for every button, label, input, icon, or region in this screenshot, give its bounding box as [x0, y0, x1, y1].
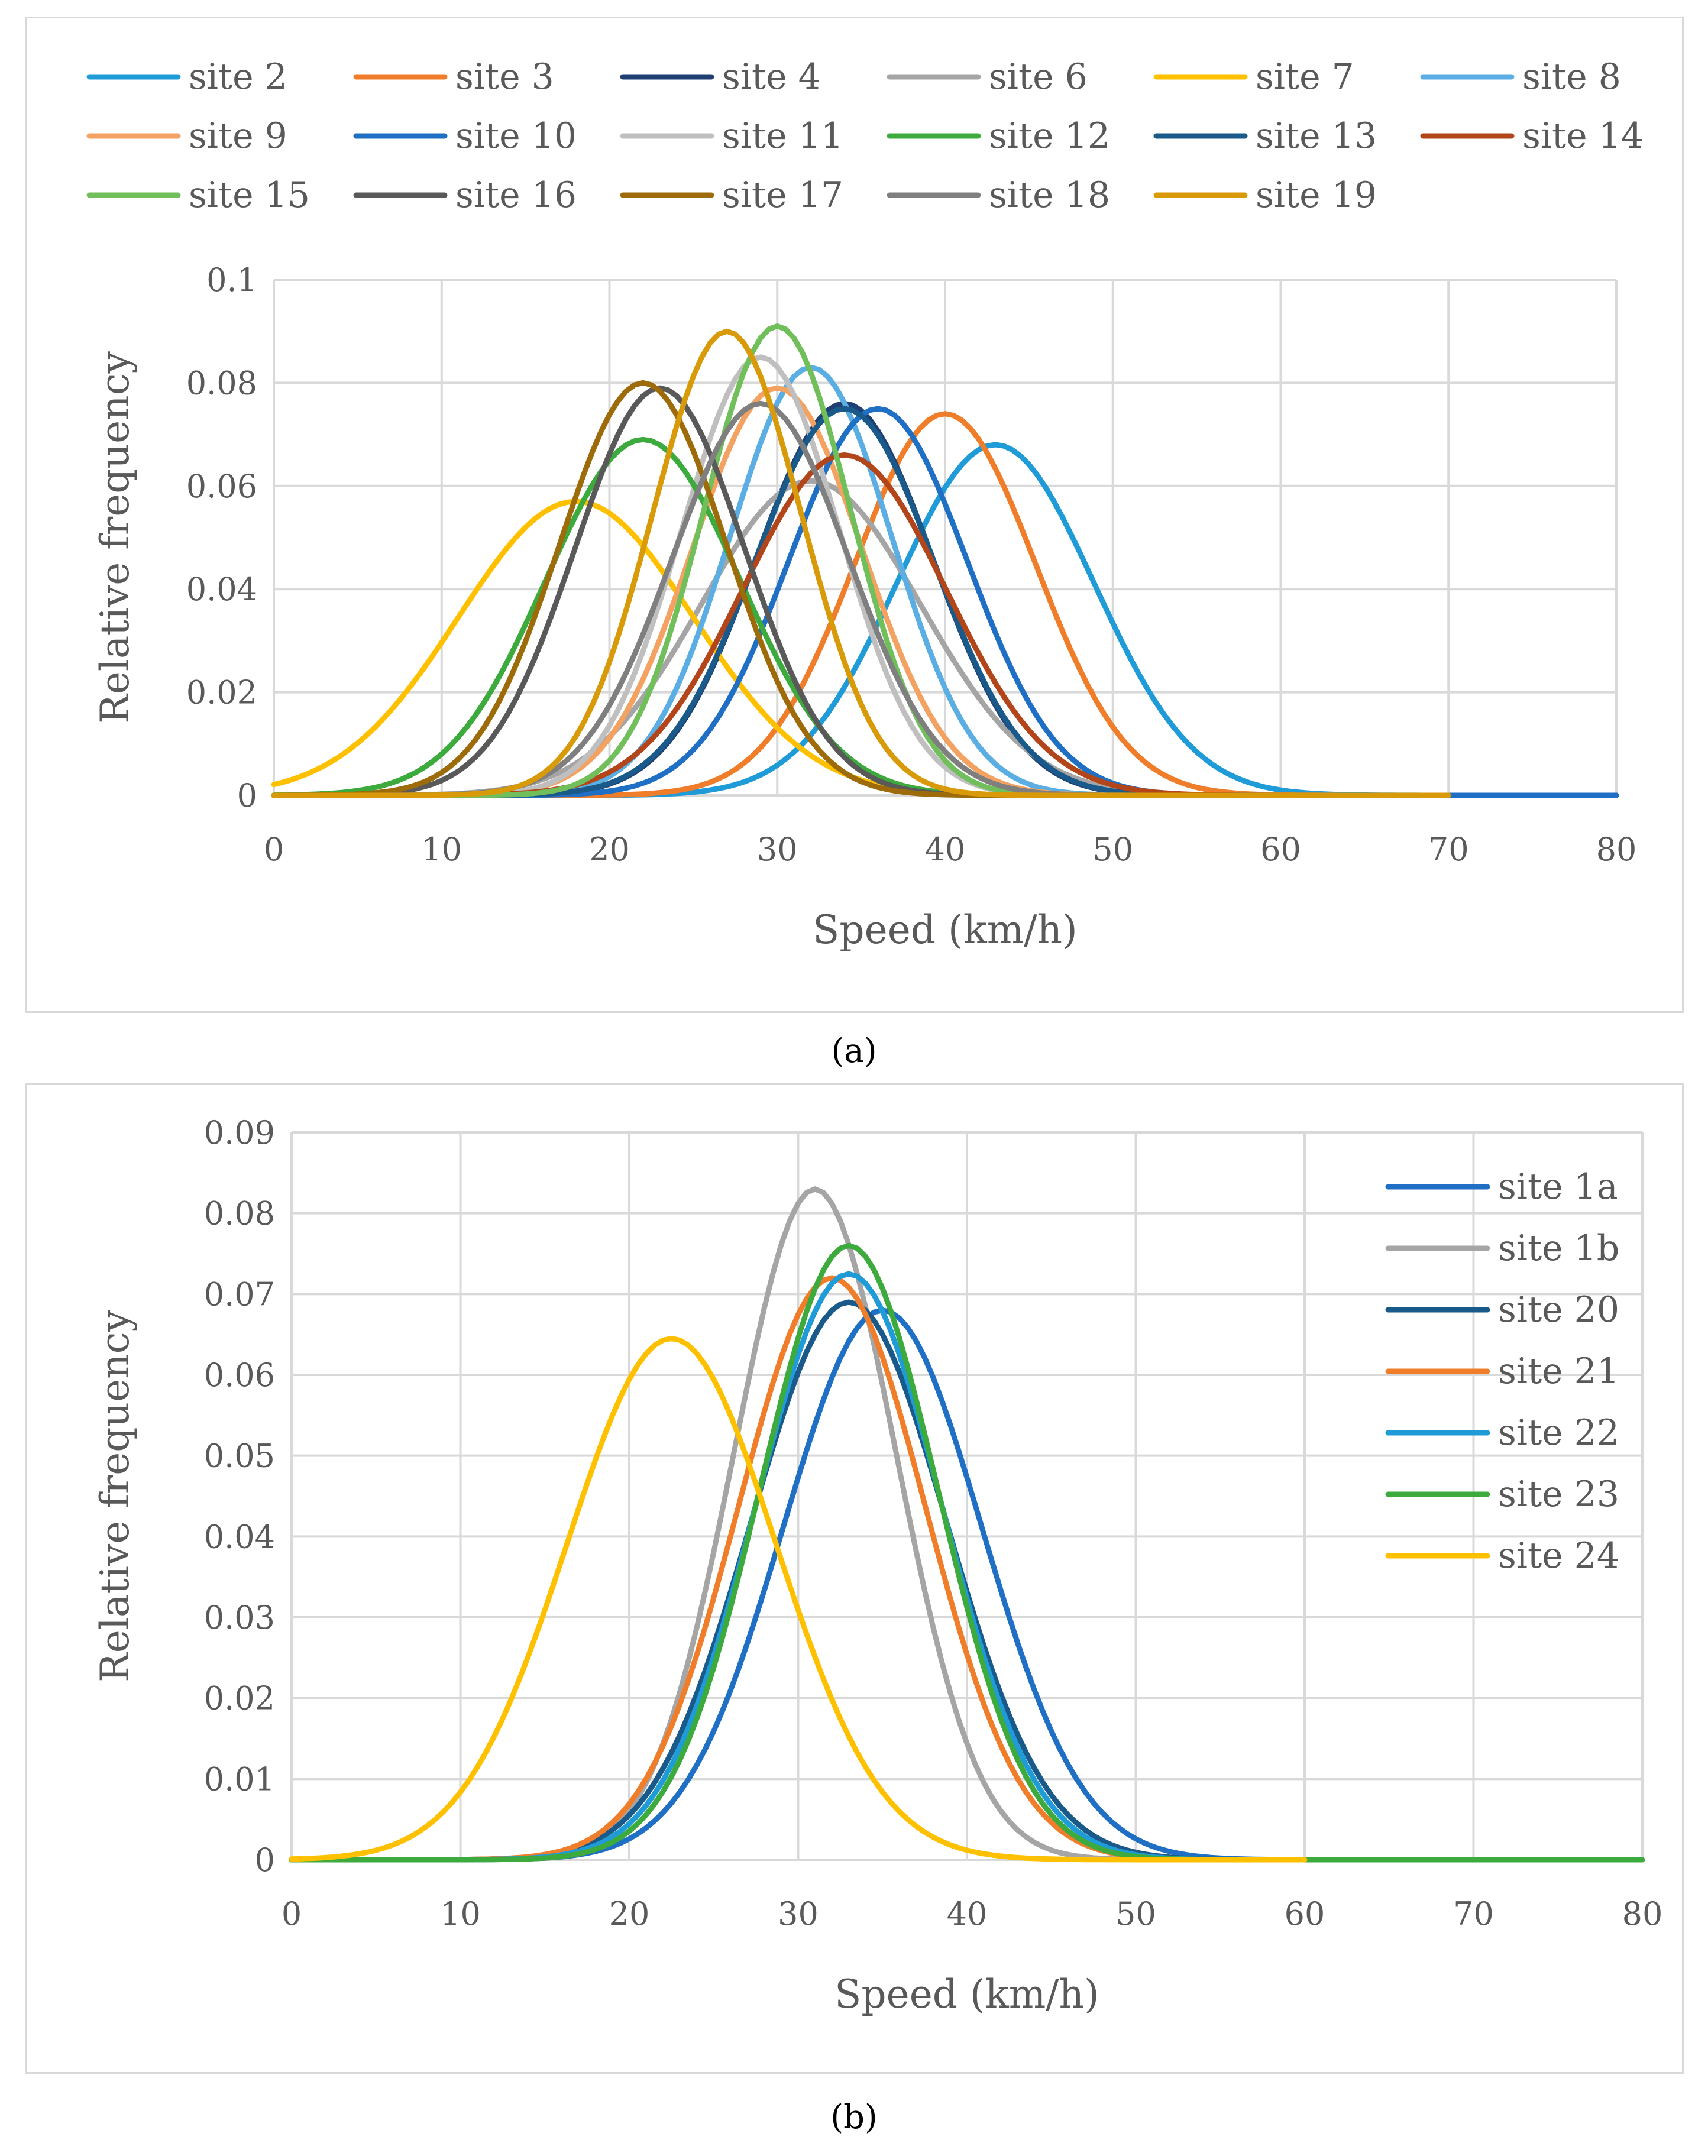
legend-label: site 19 — [1256, 174, 1377, 216]
x-tick-label: 30 — [757, 831, 798, 868]
y-tick-label: 0 — [255, 1841, 275, 1879]
legend-label: site 10 — [455, 115, 577, 157]
legend-label: site 23 — [1498, 1474, 1619, 1515]
y-axis-title: Relative frequency — [92, 351, 138, 723]
chart-panel-a: 0 0.02 0.04 0.06 0.08 0.1 0 10 20 30 40 50 60 70 80 Spe… — [25, 17, 1684, 1013]
x-tick-label: 30 — [778, 1895, 819, 1932]
y-tick-label: 0.05 — [204, 1438, 275, 1475]
legend-label: site 8 — [1522, 56, 1621, 98]
legend-label: site 12 — [989, 115, 1110, 157]
x-tick-label: 10 — [440, 1895, 481, 1932]
y-tick-label: 0.03 — [204, 1599, 275, 1636]
legend-label: site 1b — [1498, 1228, 1619, 1269]
legend-label: site 20 — [1498, 1289, 1619, 1330]
x-tick-label: 0 — [264, 831, 284, 868]
y-tick-label: 0.04 — [186, 571, 257, 608]
legend-label: site 13 — [1256, 115, 1377, 157]
y-tick-label: 0.08 — [186, 364, 257, 402]
legend-label: site 9 — [189, 115, 287, 157]
x-tick-label: 70 — [1453, 1895, 1494, 1932]
legend-label: site 21 — [1498, 1351, 1619, 1392]
series-line-site-15 — [271, 323, 1451, 798]
chart-b-svg: 0 0.01 0.02 0.03 0.04 0.05 0.06 0.07 0.08 0.09 0 10… — [92, 1114, 1663, 2017]
x-tick-label: 70 — [1428, 831, 1469, 868]
chart-panel-b: 0 0.01 0.02 0.03 0.04 0.05 0.06 0.07 0.08 0.09 0 10… — [25, 1083, 1684, 2074]
y-tick-label: 0.07 — [204, 1276, 275, 1313]
y-tick-label: 0.02 — [186, 674, 257, 711]
x-tick-label: 40 — [947, 1895, 988, 1932]
y-tick-label: 0.06 — [186, 468, 257, 505]
x-tick-label: 60 — [1285, 1895, 1325, 1932]
y-tick-label: 0.06 — [204, 1357, 275, 1394]
legend-label: site 18 — [989, 174, 1110, 216]
legend-label: site 4 — [722, 56, 821, 98]
x-axis-title: Speed (km/h) — [813, 907, 1078, 953]
legend-label: site 17 — [722, 174, 843, 216]
series-line-site-8 — [271, 364, 1451, 798]
legend-label: site 1a — [1498, 1166, 1618, 1208]
y-tick-label: 0.04 — [204, 1518, 275, 1555]
y-tick-label: 0 — [237, 777, 257, 814]
legend-label: site 11 — [722, 115, 843, 157]
legend-label: site 15 — [189, 174, 310, 216]
x-tick-label: 20 — [609, 1895, 650, 1932]
x-tick-label: 80 — [1596, 831, 1637, 868]
caption-a: (a) — [831, 1032, 877, 1070]
chart-a-svg: 0 0.02 0.04 0.06 0.08 0.1 0 10 20 30 40 50 60 70 80 Spe… — [86, 56, 1644, 953]
x-tick-label: 10 — [421, 831, 462, 868]
legend-label: site 2 — [189, 56, 287, 98]
legend-label: site 14 — [1522, 115, 1644, 157]
x-tick-label: 50 — [1092, 831, 1133, 868]
caption-b: (b) — [830, 2098, 878, 2136]
series-line-site-12 — [271, 436, 1451, 798]
legend-label: site 24 — [1498, 1535, 1619, 1576]
y-tick-label: 0.1 — [206, 261, 257, 299]
x-tick-label: 60 — [1260, 831, 1301, 868]
x-tick-label: 80 — [1622, 1895, 1663, 1932]
legend-label: site 22 — [1498, 1412, 1619, 1453]
legend-label: site 7 — [1256, 56, 1354, 98]
series-line-site-19 — [271, 328, 1451, 798]
y-axis-title: Relative frequency — [92, 1309, 138, 1682]
y-tick-label: 0.02 — [204, 1680, 275, 1717]
series-line-site-24 — [289, 1336, 1308, 1863]
legend-label: site 6 — [989, 56, 1088, 98]
series-line-site-21 — [289, 1275, 1476, 1863]
y-tick-label: 0.01 — [204, 1760, 275, 1798]
y-tick-label: 0.09 — [204, 1114, 275, 1151]
x-tick-label: 0 — [282, 1895, 302, 1932]
y-tick-label: 0.08 — [204, 1195, 275, 1232]
x-tick-label: 40 — [925, 831, 966, 868]
x-tick-label: 20 — [589, 831, 630, 868]
legend-label: site 16 — [455, 174, 577, 216]
series-line-site-11 — [271, 354, 1451, 798]
legend-label: site 3 — [455, 56, 554, 98]
x-tick-label: 50 — [1115, 1895, 1156, 1932]
x-axis-title: Speed (km/h) — [834, 1972, 1099, 2017]
series-line-site-23 — [289, 1242, 1645, 1863]
